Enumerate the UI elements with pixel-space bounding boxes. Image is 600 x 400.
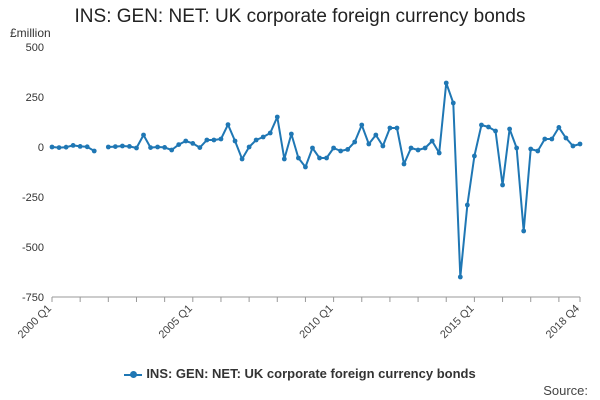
legend-label: INS: GEN: NET: UK corporate foreign curr…	[146, 366, 476, 381]
data-point	[239, 156, 245, 162]
data-point	[366, 141, 372, 147]
data-point	[112, 144, 118, 150]
data-point	[267, 130, 273, 136]
data-point	[91, 148, 97, 154]
data-point	[549, 136, 555, 142]
data-point	[183, 138, 189, 144]
data-point	[570, 143, 576, 149]
source-label: Source:	[543, 383, 588, 398]
x-tick-label: 2000 Q1	[16, 303, 54, 341]
data-point	[77, 144, 83, 149]
data-point	[380, 143, 386, 149]
data-point	[338, 148, 344, 154]
y-axis-ticks: 500 250 0 -250 -500 -750	[22, 42, 44, 304]
data-point	[500, 182, 505, 188]
data-point	[443, 80, 449, 86]
data-point	[317, 155, 322, 161]
y-tick-label: 500	[26, 42, 44, 54]
data-point	[169, 147, 175, 153]
data-point	[155, 144, 161, 150]
data-point	[162, 145, 168, 150]
legend[interactable]: INS: GEN: NET: UK corporate foreign curr…	[0, 366, 600, 381]
data-point	[359, 122, 365, 128]
data-point	[528, 146, 534, 152]
chart-title: INS: GEN: NET: UK corporate foreign curr…	[74, 6, 526, 27]
data-point	[49, 144, 55, 150]
data-point	[288, 131, 294, 137]
data-point	[422, 145, 428, 151]
data-point	[148, 145, 153, 151]
x-tick-label: 2010 Q1	[297, 303, 335, 341]
data-point	[408, 145, 414, 151]
data-point	[507, 126, 512, 132]
data-point	[331, 145, 336, 151]
data-point	[457, 274, 463, 280]
legend-marker-icon	[124, 370, 143, 380]
data-point	[373, 132, 379, 138]
x-tick-label: 2005 Q1	[157, 303, 195, 341]
data-point	[521, 228, 527, 234]
data-point	[563, 135, 569, 141]
data-point	[141, 132, 146, 138]
data-point	[464, 202, 470, 208]
data-point	[63, 144, 69, 150]
y-axis-unit-label: £million	[10, 26, 51, 40]
data-point	[296, 155, 301, 161]
data-point	[56, 145, 62, 151]
data-point	[479, 122, 484, 128]
data-point	[387, 125, 393, 131]
data-point	[556, 125, 562, 130]
data-point	[70, 143, 76, 148]
y-tick-label: -500	[22, 242, 44, 254]
series-line	[49, 80, 583, 280]
data-point	[190, 141, 196, 146]
data-point	[535, 148, 541, 154]
data-point	[197, 145, 203, 151]
series-line-segment	[108, 82, 581, 278]
data-point	[352, 139, 358, 145]
data-point	[472, 153, 477, 159]
data-point	[204, 137, 210, 143]
data-point	[345, 147, 351, 152]
data-point	[429, 138, 435, 144]
data-point	[253, 137, 259, 143]
data-point	[211, 137, 217, 143]
data-point	[134, 145, 139, 151]
x-tick-label: 2015 Q1	[438, 303, 476, 341]
data-point	[260, 134, 266, 140]
data-point	[303, 164, 308, 170]
y-tick-label: 250	[26, 92, 44, 104]
data-point	[415, 147, 421, 153]
data-point	[493, 128, 498, 134]
y-tick-label: -750	[22, 292, 44, 304]
y-tick-label: 0	[38, 142, 44, 154]
x-tick-label: 2018 Q4	[544, 303, 582, 341]
data-point	[577, 141, 583, 147]
data-point	[450, 100, 456, 106]
data-point	[225, 122, 231, 127]
data-point	[436, 150, 442, 156]
data-point	[246, 144, 252, 150]
x-axis: 2000 Q1 2005 Q1 2010 Q1 2015 Q1 2018 Q4	[16, 296, 582, 341]
data-point	[394, 125, 400, 131]
data-point	[127, 144, 132, 149]
data-point	[310, 145, 315, 151]
data-point	[120, 143, 125, 149]
data-point	[232, 138, 238, 144]
data-point	[514, 145, 520, 151]
data-point	[324, 155, 329, 161]
data-point	[218, 136, 224, 142]
data-point	[274, 114, 280, 120]
data-point	[486, 124, 491, 130]
data-point	[401, 161, 407, 167]
data-point	[176, 142, 182, 148]
data-point	[542, 136, 548, 142]
y-tick-label: -250	[22, 192, 44, 204]
data-point	[281, 156, 287, 162]
data-point	[84, 144, 90, 150]
data-point	[105, 144, 111, 150]
